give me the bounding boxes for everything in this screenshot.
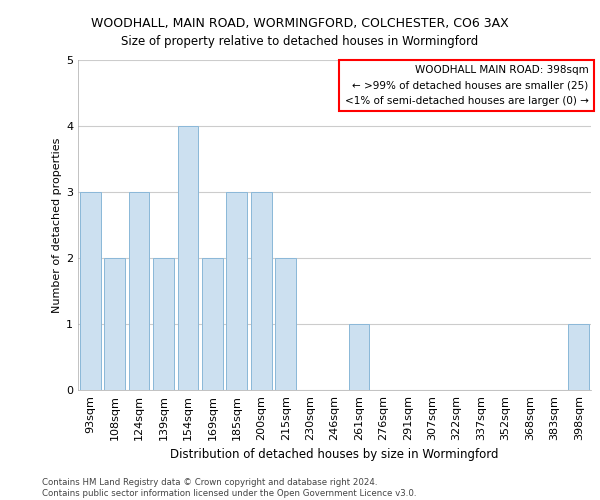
Text: WOODHALL MAIN ROAD: 398sqm
← >99% of detached houses are smaller (25)
<1% of sem: WOODHALL MAIN ROAD: 398sqm ← >99% of det… [344,65,589,106]
Bar [568,324,589,390]
Bar [202,258,223,390]
Y-axis label: Number of detached properties: Number of detached properties [52,138,62,312]
Bar [251,192,272,390]
Text: WOODHALL, MAIN ROAD, WORMINGFORD, COLCHESTER, CO6 3AX: WOODHALL, MAIN ROAD, WORMINGFORD, COLCHE… [91,18,509,30]
Bar [128,192,149,390]
Text: Size of property relative to detached houses in Wormingford: Size of property relative to detached ho… [121,35,479,48]
Bar [104,258,125,390]
Bar [349,324,370,390]
Bar [80,192,101,390]
X-axis label: Distribution of detached houses by size in Wormingford: Distribution of detached houses by size … [170,448,499,461]
Bar [153,258,174,390]
Bar [226,192,247,390]
Bar [275,258,296,390]
Bar [178,126,199,390]
Text: Contains HM Land Registry data © Crown copyright and database right 2024.
Contai: Contains HM Land Registry data © Crown c… [42,478,416,498]
